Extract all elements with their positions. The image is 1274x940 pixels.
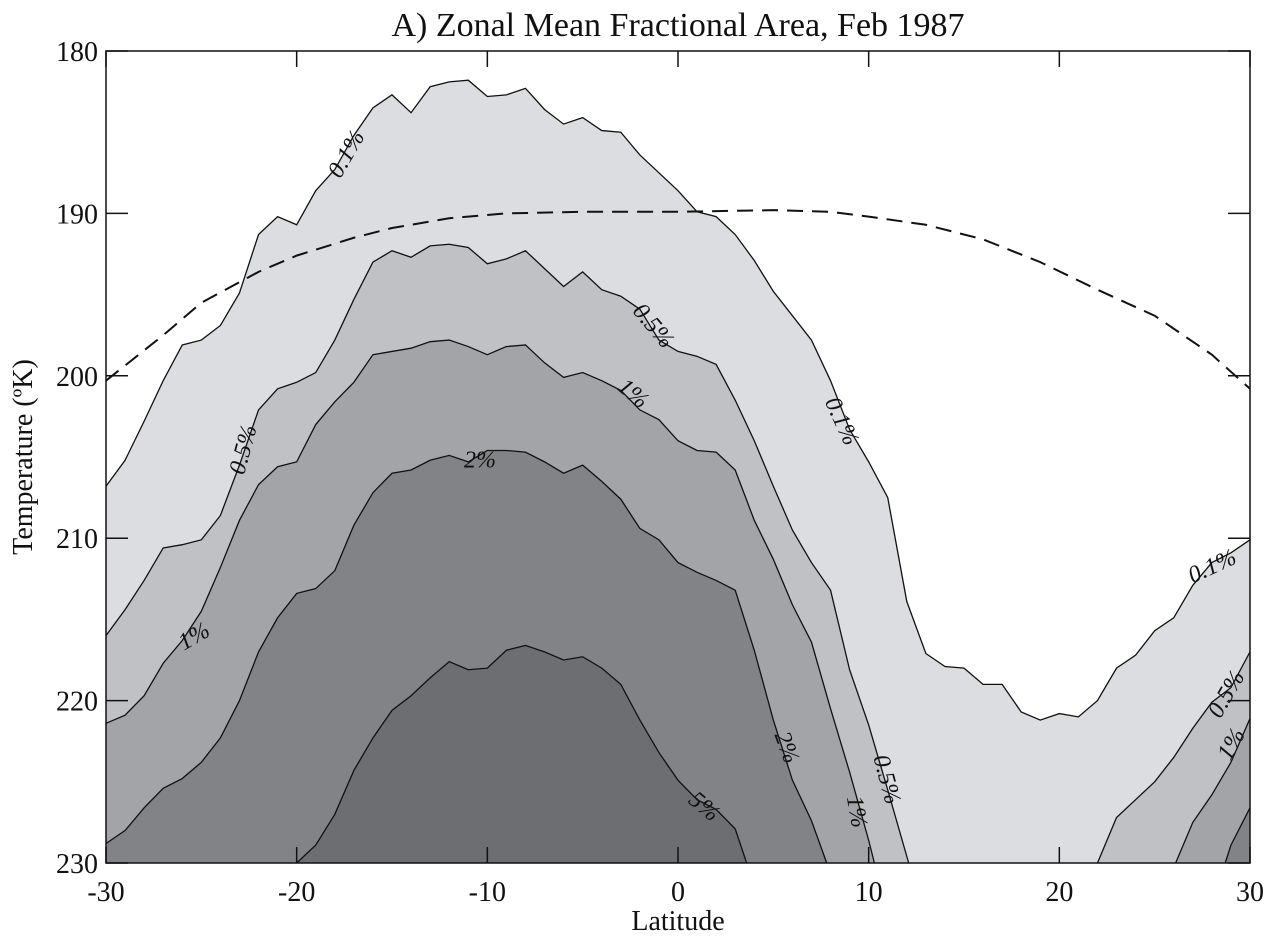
contour-area [1225, 807, 1250, 863]
contour-line [1096, 651, 1251, 864]
x-tick-label: 0 [671, 877, 685, 908]
contour-line [105, 79, 1251, 721]
contour-fills [106, 80, 1250, 864]
x-tick-label: 20 [1045, 877, 1073, 908]
contour-line [1224, 807, 1251, 864]
contour-lines [105, 79, 1251, 864]
x-tick-label: -20 [278, 877, 315, 908]
contour-line [1175, 718, 1251, 864]
y-tick-label: 180 [56, 37, 98, 68]
contour-line [105, 243, 910, 864]
contour-area [296, 645, 747, 863]
contour-label: 1% [841, 794, 872, 830]
x-tick-label: -30 [87, 877, 124, 908]
contour-area [1175, 718, 1250, 863]
contour-line [105, 449, 828, 864]
reference-line [105, 209, 1251, 390]
x-tick-label: -10 [469, 877, 506, 908]
x-tick-label: 10 [855, 877, 883, 908]
y-tick-label: 210 [56, 524, 98, 555]
y-axis-label: Temperature (ºK) [8, 359, 39, 555]
x-axis-label: Latitude [631, 906, 724, 935]
y-tick-label: 230 [56, 849, 98, 880]
y-tick-label: 220 [56, 687, 98, 718]
x-tick-label: 30 [1236, 877, 1264, 908]
chart-title: A) Zonal Mean Fractional Area, Feb 1987 [391, 7, 964, 44]
contour-line [296, 644, 748, 864]
contour-line [105, 339, 876, 864]
contour-label: 2% [464, 448, 496, 474]
y-tick-label: 190 [56, 199, 98, 230]
y-tick-label: 200 [56, 362, 98, 393]
